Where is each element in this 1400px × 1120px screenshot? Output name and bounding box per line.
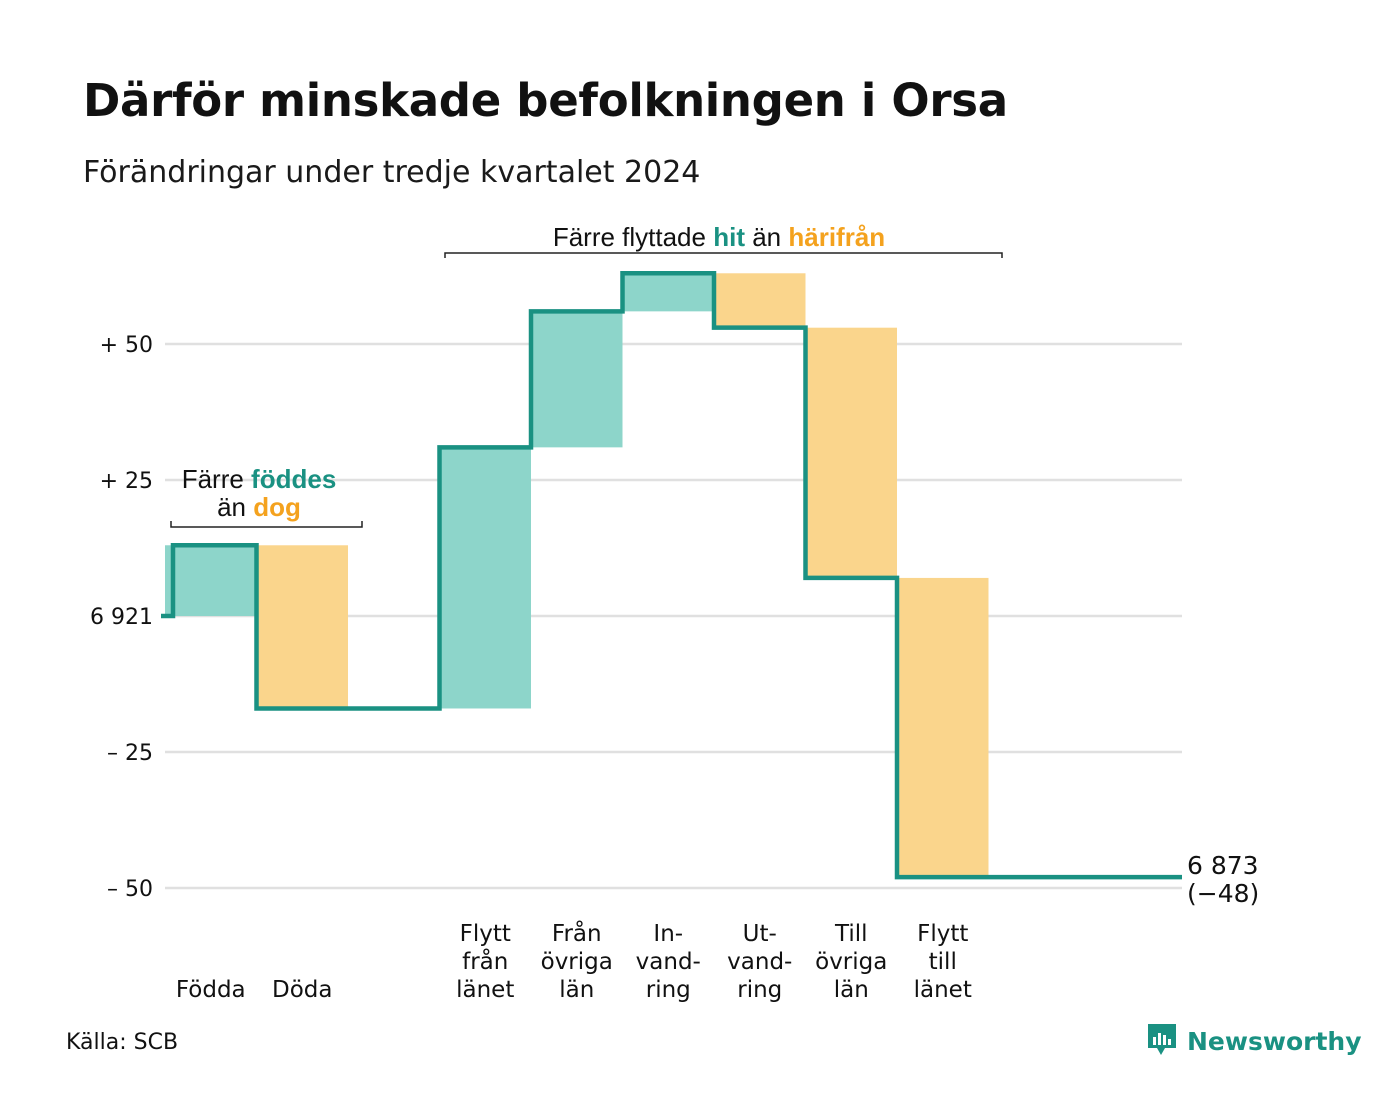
waterfall-bar: [439, 447, 531, 709]
y-tick-label: 6 921: [90, 605, 153, 630]
waterfall-bar: [256, 545, 348, 709]
annotation-births-deaths-line2: än dog: [217, 492, 301, 522]
newsworthy-logo-icon: [1148, 1024, 1176, 1055]
waterfall-bar: [165, 545, 257, 616]
annotation-bracket: [444, 252, 1003, 258]
x-category-label: Från övriga län: [541, 919, 613, 1003]
waterfall-bar: [897, 577, 989, 878]
waterfall-bar: [714, 273, 806, 328]
annotation-bracket: [170, 521, 363, 528]
y-tick-label: – 25: [107, 741, 153, 766]
running-total-line: [161, 271, 1182, 880]
brand-name: Newsworthy: [1187, 1026, 1362, 1056]
annotation-births-deaths: Färre föddes: [182, 464, 337, 494]
end-value-label: 6 873: [1187, 851, 1259, 880]
end-change-label: (−48): [1187, 879, 1259, 908]
x-category-label: Flytt till länet: [914, 921, 972, 1003]
chart-subtitle: Förändringar under tredje kvartalet 2024: [83, 155, 701, 190]
x-category-label: Till övriga län: [815, 921, 887, 1003]
x-category-label: Flytt från länet: [456, 921, 514, 1003]
annotation-migration: Färre flyttade hit än härifrån: [553, 222, 885, 252]
x-category-label: Ut-vand-ring: [727, 921, 792, 1003]
brand-logo: Newsworthy: [1146, 1022, 1362, 1060]
x-category-label: Födda: [176, 977, 246, 1003]
chart-title: Därför minskade befolkningen i Orsa: [83, 74, 1008, 127]
waterfall-bar: [805, 327, 897, 578]
source-note: Källa: SCB: [66, 1030, 179, 1055]
y-tick-label: + 50: [100, 333, 153, 358]
x-category-label: Döda: [272, 977, 332, 1003]
waterfall-bar: [531, 311, 623, 448]
y-tick-label: – 50: [107, 877, 153, 902]
y-tick-label: + 25: [100, 469, 153, 494]
waterfall-bar: [622, 273, 714, 312]
x-category-label: In-vand-ring: [636, 921, 701, 1003]
